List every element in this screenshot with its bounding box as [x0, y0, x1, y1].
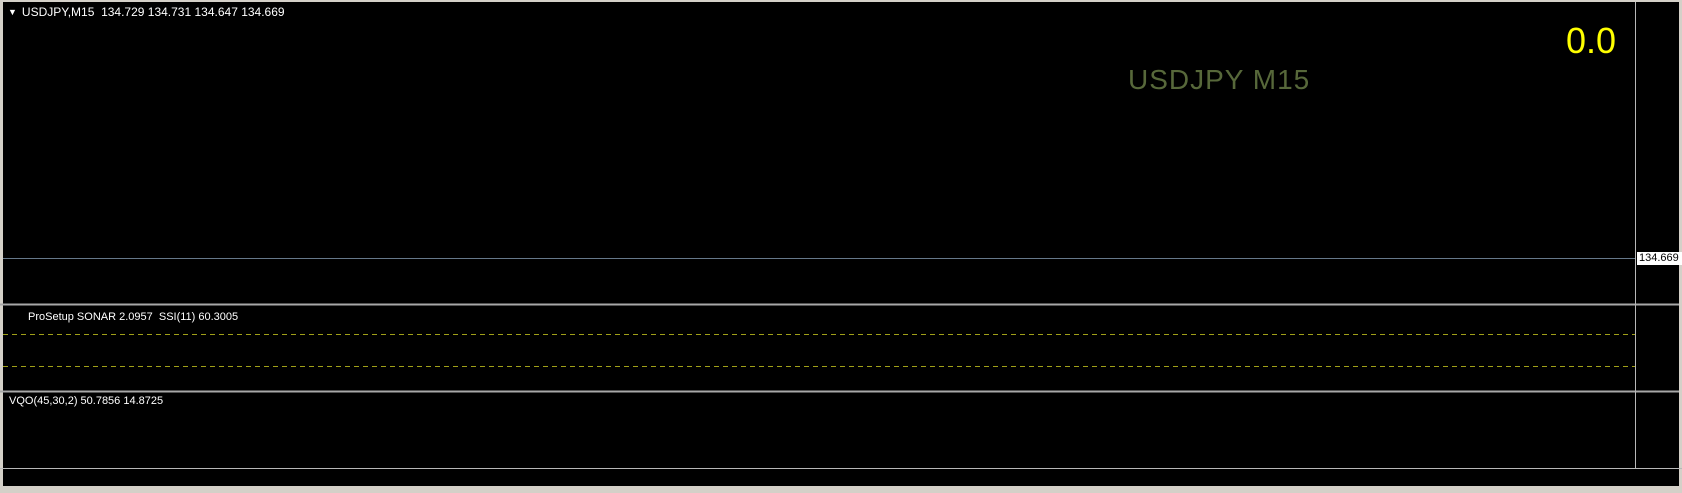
symbol-dropdown-icon[interactable]: ▼: [8, 7, 17, 17]
symbol-watermark: USDJPY M15: [1128, 64, 1311, 95]
chart-title: ▼ USDJPY,M15 134.729 134.731 134.647 134…: [8, 5, 285, 19]
bid-price-label: 134.669: [1637, 252, 1682, 265]
symbol-ohlc-text: USDJPY,M15 134.729 134.731 134.647 134.6…: [21, 5, 285, 19]
sonar-indicator-label: ProSetup SONAR 2.0957 SSI(11) 60.3005: [28, 311, 239, 323]
vq-indicator-label: VQO(45,30,2) 50.7856 14.8725: [9, 395, 164, 407]
spread-value: 0.0: [1565, 20, 1616, 61]
